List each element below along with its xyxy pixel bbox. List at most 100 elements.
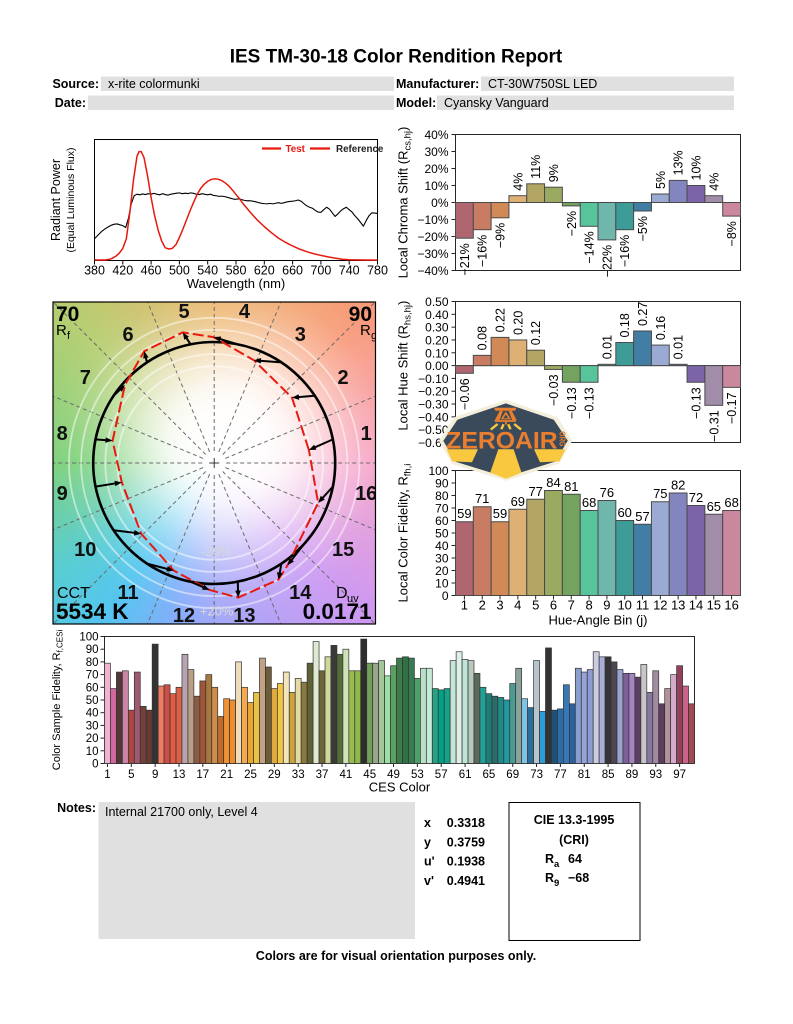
svg-text:Cyansky Vanguard: Cyansky Vanguard bbox=[444, 96, 549, 110]
svg-text:80: 80 bbox=[86, 657, 99, 669]
svg-text:57: 57 bbox=[635, 509, 649, 524]
svg-text:33: 33 bbox=[292, 769, 305, 781]
svg-text:0.3318: 0.3318 bbox=[447, 816, 485, 830]
svg-text:10%: 10% bbox=[690, 155, 704, 180]
svg-text:0.50: 0.50 bbox=[425, 295, 449, 309]
svg-text:x: x bbox=[424, 816, 431, 830]
svg-text:25: 25 bbox=[244, 769, 257, 781]
svg-text:59: 59 bbox=[457, 506, 471, 521]
svg-text:y: y bbox=[424, 835, 431, 849]
svg-text:69: 69 bbox=[511, 494, 525, 509]
svg-text:−0.50: −0.50 bbox=[418, 423, 449, 437]
svg-text:0.3759: 0.3759 bbox=[447, 835, 485, 849]
svg-text:7: 7 bbox=[80, 367, 91, 389]
svg-text:0: 0 bbox=[442, 589, 449, 603]
svg-text:−68: −68 bbox=[568, 871, 589, 885]
svg-text:13%: 13% bbox=[672, 150, 686, 175]
svg-text:73: 73 bbox=[530, 769, 543, 781]
svg-text:70: 70 bbox=[86, 670, 99, 682]
svg-text:−0.17: −0.17 bbox=[725, 392, 739, 424]
svg-text:−40%: −40% bbox=[417, 264, 448, 278]
svg-text:97: 97 bbox=[673, 769, 686, 781]
svg-text:10: 10 bbox=[86, 746, 99, 758]
svg-text:49: 49 bbox=[387, 769, 400, 781]
svg-text:11: 11 bbox=[118, 582, 139, 604]
svg-text:−0.13: −0.13 bbox=[583, 387, 597, 419]
svg-text:60: 60 bbox=[617, 505, 631, 520]
svg-text:16: 16 bbox=[724, 598, 738, 613]
svg-text:81: 81 bbox=[564, 479, 578, 494]
svg-text:ORG: ORG bbox=[558, 431, 567, 446]
svg-text:Model:: Model: bbox=[396, 96, 436, 110]
svg-text:−10%: −10% bbox=[417, 213, 448, 227]
svg-text:CES Color: CES Color bbox=[369, 780, 431, 795]
svg-text:0.01: 0.01 bbox=[672, 335, 686, 359]
svg-text:a: a bbox=[554, 859, 560, 870]
svg-text:20%: 20% bbox=[424, 162, 448, 176]
svg-text:4: 4 bbox=[239, 301, 251, 323]
svg-text:30%: 30% bbox=[424, 145, 448, 159]
svg-text:−20%: −20% bbox=[417, 230, 448, 244]
svg-text:59: 59 bbox=[493, 506, 507, 521]
svg-text:1: 1 bbox=[104, 769, 110, 781]
svg-text:Manufacturer:: Manufacturer: bbox=[396, 77, 479, 91]
svg-text:50: 50 bbox=[435, 527, 449, 541]
svg-text:14: 14 bbox=[289, 582, 312, 604]
svg-text:21: 21 bbox=[220, 769, 233, 781]
svg-text:ZEROAIR: ZEROAIR bbox=[446, 427, 558, 454]
svg-text:81: 81 bbox=[578, 769, 591, 781]
svg-text:−0.03: −0.03 bbox=[547, 374, 561, 406]
svg-text:0.40: 0.40 bbox=[425, 308, 449, 322]
svg-text:65: 65 bbox=[483, 769, 496, 781]
svg-text:61: 61 bbox=[459, 769, 472, 781]
svg-text:29: 29 bbox=[268, 769, 281, 781]
svg-text:R: R bbox=[360, 322, 371, 339]
svg-text:4%: 4% bbox=[707, 173, 721, 191]
svg-text:8: 8 bbox=[585, 598, 592, 613]
svg-text:10: 10 bbox=[74, 539, 96, 561]
svg-text:82: 82 bbox=[671, 478, 685, 493]
svg-text:(Equal Luminous Flux): (Equal Luminous Flux) bbox=[65, 147, 77, 252]
svg-text:10: 10 bbox=[617, 598, 631, 613]
svg-text:77: 77 bbox=[528, 484, 542, 499]
svg-text:10: 10 bbox=[435, 577, 449, 591]
svg-text:500: 500 bbox=[169, 264, 190, 278]
svg-text:84: 84 bbox=[546, 475, 560, 490]
svg-text:0.12: 0.12 bbox=[529, 321, 543, 345]
svg-text:93: 93 bbox=[649, 769, 662, 781]
svg-text:-20%: -20% bbox=[201, 544, 232, 559]
svg-text:Wavelength (nm): Wavelength (nm) bbox=[187, 276, 286, 291]
svg-text:69: 69 bbox=[506, 769, 519, 781]
svg-text:11: 11 bbox=[636, 598, 650, 613]
svg-text:20: 20 bbox=[435, 564, 449, 578]
svg-text:0.10: 0.10 bbox=[425, 346, 449, 360]
svg-text:0.0171: 0.0171 bbox=[303, 599, 372, 624]
svg-text:Reference: Reference bbox=[336, 144, 384, 155]
svg-text:6: 6 bbox=[550, 598, 557, 613]
svg-text:41: 41 bbox=[340, 769, 353, 781]
svg-text:Radiant Power: Radiant Power bbox=[49, 159, 63, 241]
svg-text:0.00: 0.00 bbox=[425, 359, 449, 373]
svg-text:Local Hue Shift (Rhs,hj): Local Hue Shift (Rhs,hj) bbox=[396, 301, 414, 431]
svg-text:IES TM-30-18 Color Rendition R: IES TM-30-18 Color Rendition Report bbox=[230, 47, 563, 68]
svg-text:−16%: −16% bbox=[476, 235, 490, 267]
svg-text:580: 580 bbox=[226, 264, 247, 278]
svg-text:−22%: −22% bbox=[600, 245, 614, 277]
svg-text:90: 90 bbox=[349, 303, 372, 326]
svg-text:Notes:: Notes: bbox=[57, 801, 96, 815]
svg-text:R: R bbox=[545, 852, 554, 866]
svg-text:80: 80 bbox=[435, 489, 449, 503]
svg-text:20: 20 bbox=[86, 733, 99, 745]
svg-text:Internal 21700 only, Level 4: Internal 21700 only, Level 4 bbox=[105, 805, 258, 819]
svg-text:75: 75 bbox=[653, 486, 667, 501]
svg-text:12: 12 bbox=[173, 605, 195, 627]
svg-text:64: 64 bbox=[568, 852, 582, 866]
svg-text:−0.31: −0.31 bbox=[707, 410, 721, 442]
svg-text:13: 13 bbox=[233, 605, 255, 627]
svg-text:5534 K: 5534 K bbox=[56, 599, 129, 624]
svg-text:37: 37 bbox=[316, 769, 329, 781]
svg-text:−0.10: −0.10 bbox=[418, 372, 449, 386]
svg-text:3: 3 bbox=[496, 598, 503, 613]
svg-text:13: 13 bbox=[173, 769, 186, 781]
svg-text:0.18: 0.18 bbox=[618, 313, 632, 337]
